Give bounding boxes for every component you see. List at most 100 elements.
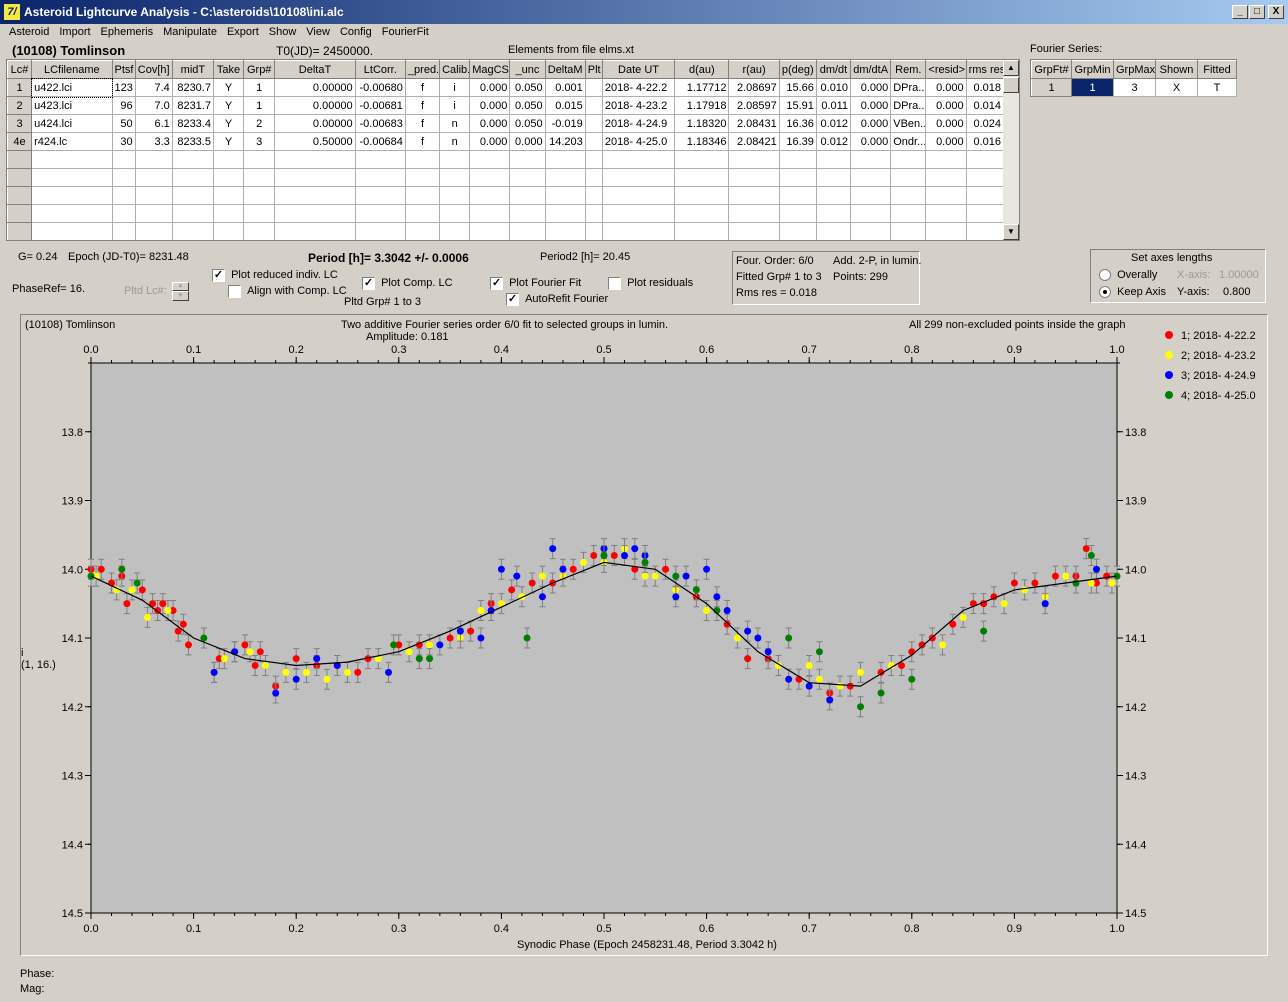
table-cell[interactable]: 0.000	[925, 114, 967, 133]
table-cell[interactable]	[212, 168, 245, 187]
keep-axis-option[interactable]: Keep Axis	[1099, 286, 1166, 299]
fourier-col-header[interactable]: GrpMax	[1113, 60, 1156, 79]
menu-show[interactable]: Show	[268, 26, 297, 38]
table-cell[interactable]	[584, 114, 603, 133]
table-row[interactable]: 2 u423.lci 96 7.0 8231.7 Y 1 0.00000 -0.00681 f i 0…	[7, 96, 1005, 115]
autorefit-checkbox[interactable]: ✓	[506, 293, 519, 306]
chart-plot[interactable]: 0.0 0.0 0.1 0.1 0.2 0.2 0.3 0.3 0.4 0.4 0.5 0.5 0.6 0…	[21, 315, 1267, 955]
table-cell[interactable]	[274, 222, 356, 240]
table-row[interactable]	[7, 204, 1005, 223]
table-cell[interactable]	[111, 150, 136, 169]
table-cell[interactable]: 0.000	[850, 114, 892, 133]
table-cell[interactable]: 1.18320	[674, 114, 730, 133]
table-cell[interactable]: 0.000	[850, 132, 892, 151]
table-cell[interactable]	[815, 204, 852, 223]
table-cell[interactable]	[404, 222, 441, 240]
x-axis-value[interactable]: 1.00000	[1219, 269, 1259, 281]
lc-col-header[interactable]: Calib.	[439, 60, 471, 79]
scroll-thumb[interactable]	[1003, 77, 1019, 93]
table-cell[interactable]: 1	[243, 78, 276, 97]
table-cell[interactable]	[584, 222, 603, 240]
menu-export[interactable]: Export	[226, 26, 259, 38]
table-cell[interactable]: 0.000	[509, 132, 546, 151]
lc-col-header[interactable]: Take	[212, 60, 245, 79]
lc-col-header[interactable]: p(deg)	[778, 60, 817, 79]
table-cell[interactable]	[134, 204, 173, 223]
table-cell[interactable]: 7.0	[134, 96, 173, 115]
table-cell[interactable]	[404, 186, 441, 205]
table-cell[interactable]: DPra...	[890, 78, 927, 97]
table-cell[interactable]	[925, 186, 967, 205]
table-cell[interactable]	[134, 168, 173, 187]
table-cell[interactable]: 0.00000	[274, 78, 356, 97]
table-cell[interactable]	[890, 186, 927, 205]
y-axis-value[interactable]: 0.800	[1223, 286, 1251, 298]
table-cell[interactable]	[439, 168, 471, 187]
table-cell[interactable]	[850, 168, 892, 187]
lc-col-header[interactable]: _unc	[509, 60, 546, 79]
table-cell[interactable]	[404, 204, 441, 223]
table-cell[interactable]	[674, 186, 730, 205]
table-cell[interactable]	[171, 222, 214, 240]
lc-col-header[interactable]: Grp#	[243, 60, 276, 79]
table-row[interactable]	[7, 222, 1005, 240]
spin-down-icon[interactable]: ▼	[172, 291, 189, 301]
lc-table[interactable]: Lc# LCfilename Ptsf Cov[h] midT Take Grp# Delta…	[7, 60, 1005, 240]
table-cell[interactable]: 0.000	[469, 78, 511, 97]
table-cell[interactable]	[815, 150, 852, 169]
table-cell[interactable]: 0.012	[815, 114, 852, 133]
table-cell[interactable]: f	[404, 114, 441, 133]
table-cell[interactable]	[965, 168, 1005, 187]
table-cell[interactable]: n	[439, 114, 471, 133]
table-cell[interactable]	[354, 186, 406, 205]
table-cell[interactable]	[31, 150, 113, 169]
align-comp-option[interactable]: Align with Comp. LC	[228, 285, 347, 298]
table-cell[interactable]: 0.000	[850, 78, 892, 97]
lc-col-header[interactable]: Date UT	[601, 60, 676, 79]
table-cell[interactable]	[890, 150, 927, 169]
table-cell[interactable]: 1.17918	[674, 96, 730, 115]
lc-col-header[interactable]: Ptsf	[111, 60, 136, 79]
table-cell[interactable]: 16.36	[778, 114, 817, 133]
table-cell[interactable]	[674, 222, 730, 240]
table-cell[interactable]: i	[439, 78, 471, 97]
table-cell[interactable]: 2.08421	[728, 132, 780, 151]
table-cell[interactable]	[584, 132, 603, 151]
menu-config[interactable]: Config	[339, 26, 372, 38]
table-cell[interactable]	[354, 222, 406, 240]
table-row[interactable]	[7, 168, 1005, 187]
row-header[interactable]: 3	[7, 114, 33, 133]
row-header[interactable]: 1	[7, 78, 33, 97]
table-cell[interactable]: Y	[212, 132, 245, 151]
table-cell[interactable]	[584, 78, 603, 97]
keep-axis-radio[interactable]	[1099, 286, 1111, 299]
lc-col-header[interactable]: midT	[171, 60, 214, 79]
fourier-col-header[interactable]: Shown	[1155, 60, 1198, 79]
table-cell[interactable]	[111, 204, 136, 223]
fourier-cell[interactable]: 1	[1031, 78, 1072, 97]
table-cell[interactable]: 0.050	[509, 114, 546, 133]
lc-col-header[interactable]: Cov[h]	[134, 60, 173, 79]
table-cell[interactable]: n	[439, 132, 471, 151]
table-cell[interactable]	[778, 204, 817, 223]
fourier-cell[interactable]: X	[1155, 78, 1198, 97]
table-cell[interactable]	[728, 168, 780, 187]
spin-up-icon[interactable]: ▲	[172, 282, 189, 291]
table-cell[interactable]: 14.203	[544, 132, 586, 151]
table-cell[interactable]: 0.001	[544, 78, 586, 97]
table-cell[interactable]: 0.014	[965, 96, 1005, 115]
table-cell[interactable]: 2.08431	[728, 114, 780, 133]
table-cell[interactable]	[111, 168, 136, 187]
table-cell[interactable]	[890, 168, 927, 187]
table-cell[interactable]	[354, 168, 406, 187]
table-cell[interactable]: Y	[212, 114, 245, 133]
table-cell[interactable]	[925, 168, 967, 187]
table-cell[interactable]	[850, 204, 892, 223]
table-cell[interactable]	[171, 186, 214, 205]
table-cell[interactable]: 0.016	[965, 132, 1005, 151]
lc-col-header[interactable]: Plt	[584, 60, 603, 79]
table-cell[interactable]: 123	[111, 78, 136, 97]
table-row[interactable]: 4e r424.lc 30 3.3 8233.5 Y 3 0.50000 -0.00684 f n 0…	[7, 132, 1005, 151]
table-cell[interactable]	[925, 222, 967, 240]
table-cell[interactable]	[31, 204, 113, 223]
